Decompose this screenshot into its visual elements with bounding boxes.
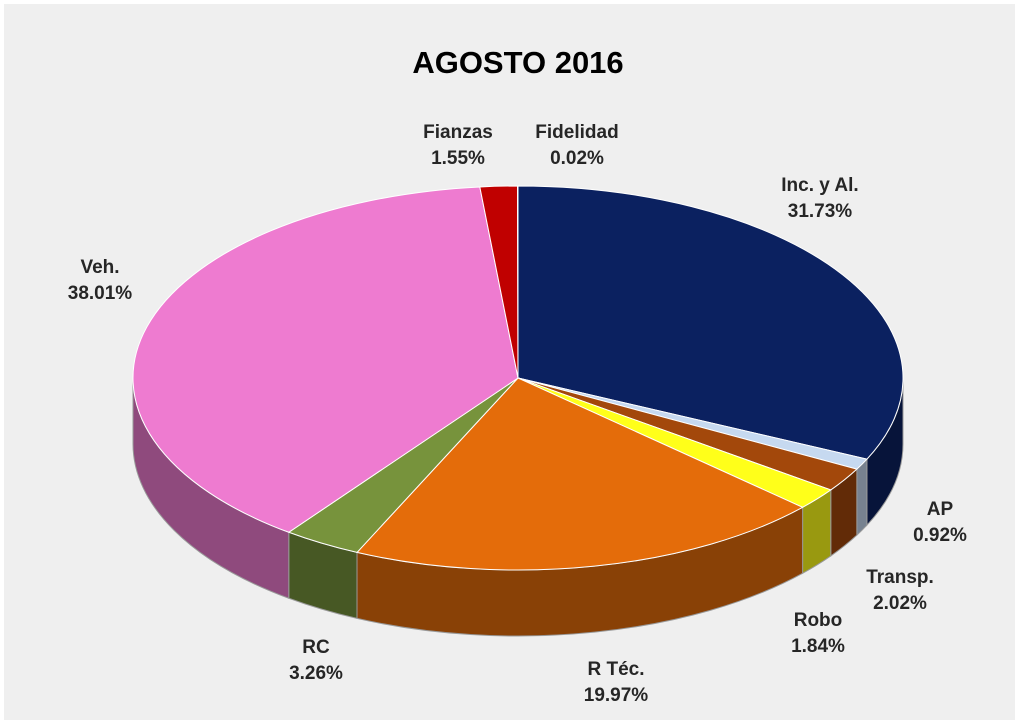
slice bbox=[517, 185, 904, 460]
slice-value-label: 31.73% bbox=[788, 201, 853, 222]
slice-side bbox=[856, 457, 868, 537]
slice-label: Veh. bbox=[80, 257, 119, 278]
slice-label: RC bbox=[302, 637, 330, 658]
slice-value-label: 3.26% bbox=[289, 663, 343, 684]
slice-value-label: 19.97% bbox=[584, 685, 649, 706]
slice-label: Transp. bbox=[866, 567, 934, 588]
slice-value-label: 1.55% bbox=[431, 148, 485, 169]
slice-label: AP bbox=[927, 499, 954, 520]
slice-value-label: 2.02% bbox=[873, 593, 927, 614]
slice-label: Inc. y Al. bbox=[781, 175, 858, 196]
slice-value-label: 1.84% bbox=[791, 636, 845, 657]
slice-value-label: 38.01% bbox=[68, 283, 133, 304]
slice-label: Fidelidad bbox=[535, 122, 618, 143]
slice-label: Robo bbox=[794, 610, 843, 631]
slice-label: R Téc. bbox=[587, 659, 644, 680]
slice-label: Fianzas bbox=[423, 122, 493, 143]
slice bbox=[132, 186, 519, 533]
chart-title: AGOSTO 2016 bbox=[412, 45, 623, 80]
slice-value-label: 0.02% bbox=[550, 148, 604, 169]
slice bbox=[356, 377, 804, 571]
slice-value-label: 0.92% bbox=[913, 525, 967, 546]
